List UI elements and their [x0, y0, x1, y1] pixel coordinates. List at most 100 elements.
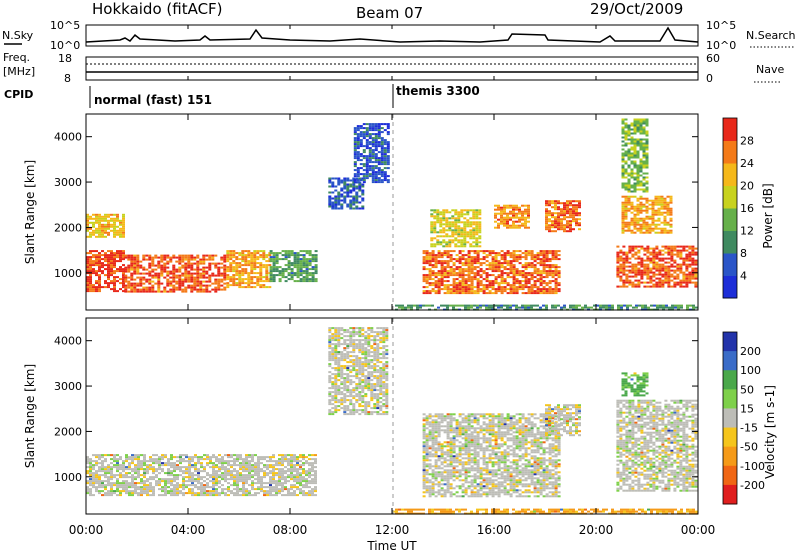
power-echo-cell: [178, 260, 182, 263]
power-echo-cell: [356, 143, 360, 146]
power-echo-cell: [229, 250, 233, 253]
power-echo-cell: [554, 278, 558, 281]
velocity-echo-cell: [206, 454, 209, 457]
power-echo-cell: [679, 253, 683, 256]
power-echo-cell: [655, 285, 659, 288]
power-echo-cell: [244, 270, 248, 273]
power-echo-cell: [557, 282, 561, 285]
power-echo-cell: [470, 260, 474, 263]
velocity-echo-cell: [233, 492, 236, 495]
velocity-echo-cell: [224, 480, 227, 483]
power-echo-cell: [521, 284, 525, 287]
power-echo-cell: [380, 175, 384, 178]
power-echo-cell: [640, 275, 644, 278]
power-echo-cell: [281, 258, 285, 261]
power-echo-cell: [247, 278, 251, 281]
power-echo-cell: [658, 251, 662, 254]
power-echo-cell: [621, 182, 625, 185]
power-echo-cell: [377, 137, 381, 140]
velocity-echo-cell: [260, 482, 263, 485]
power-echo-cell: [619, 277, 623, 280]
velocity-echo-cell: [146, 460, 149, 463]
power-echo-cell: [305, 268, 309, 271]
velocity-echo-cell: [293, 480, 296, 483]
velocity-echo-cell: [143, 458, 146, 461]
power-echo-cell: [116, 233, 119, 236]
power-echo-cell: [548, 214, 551, 217]
velocity-echo-cell: [104, 454, 107, 457]
power-echo-cell: [648, 225, 652, 228]
power-echo-cell: [275, 256, 279, 259]
power-echo-cell: [361, 197, 365, 200]
power-echo-cell: [343, 197, 347, 200]
power-echo-cell: [464, 288, 468, 291]
power-echo-cell: [478, 237, 482, 240]
power-echo-cell: [643, 267, 647, 270]
power-echo-cell: [533, 280, 537, 283]
power-echo-cell: [220, 274, 224, 277]
power-echo-cell: [175, 288, 179, 291]
velocity-echo-cell: [278, 474, 281, 477]
velocity-echo-cell: [98, 468, 101, 471]
velocity-echo-cell: [218, 492, 221, 495]
power-echo-cell: [175, 282, 179, 285]
power-echo-cell: [640, 281, 644, 284]
power-echo-cell: [652, 285, 656, 288]
power-echo-cell: [436, 213, 440, 216]
power-echo-cell: [452, 250, 456, 253]
power-echo-cell: [639, 142, 643, 145]
velocity-echo-cell: [221, 484, 224, 487]
power-echo-cell: [654, 199, 658, 202]
power-echo-cell: [645, 124, 649, 127]
power-echo-cell: [554, 226, 557, 229]
power-echo-cell: [680, 306, 683, 309]
power-echo-cell: [434, 272, 438, 275]
power-echo-cell: [92, 264, 95, 267]
power-echo-cell: [425, 254, 429, 257]
power-echo-cell: [557, 226, 560, 229]
power-echo-cell: [223, 286, 227, 289]
power-echo-cell: [428, 292, 432, 295]
power-echo-cell: [551, 304, 554, 307]
power-echo-cell: [119, 258, 122, 261]
power-echo-cell: [682, 285, 686, 288]
power-echo-cell: [359, 153, 363, 156]
power-echo-cell: [633, 162, 637, 165]
power-echo-cell: [649, 285, 653, 288]
velocity-echo-cell: [218, 480, 221, 483]
velocity-echo-cell: [158, 480, 161, 483]
power-echo-cell: [208, 276, 212, 279]
power-echo-cell: [229, 266, 233, 269]
velocity-echo-cell: [239, 494, 242, 497]
power-echo-cell: [451, 209, 455, 212]
power-echo-cell: [491, 266, 495, 269]
power-echo-cell: [275, 258, 279, 261]
velocity-echo-cell: [269, 456, 272, 459]
velocity-echo-cell: [164, 484, 167, 487]
power-echo-cell: [145, 286, 149, 289]
velocity-echo-cell: [254, 492, 257, 495]
power-echo-cell: [314, 278, 318, 281]
power-echo-cell: [651, 227, 655, 230]
power-echo-cell: [464, 260, 468, 263]
power-echo-cell: [636, 223, 640, 226]
power-echo-cell: [630, 170, 634, 173]
power-echo-cell: [430, 221, 434, 224]
power-echo-cell: [428, 256, 432, 259]
velocity-echo-cell: [119, 490, 122, 493]
power-echo-cell: [223, 278, 227, 281]
power-echo-cell: [92, 288, 95, 291]
power-echo-cell: [136, 268, 140, 271]
power-echo-cell: [463, 221, 467, 224]
power-echo-cell: [452, 262, 456, 265]
power-echo-cell: [374, 139, 378, 142]
velocity-echo-cell: [245, 476, 248, 479]
power-echo-cell: [428, 258, 432, 261]
velocity-echo-cell: [206, 494, 209, 497]
power-echo-cell: [232, 254, 236, 257]
power-echo-cell: [275, 268, 279, 271]
power-echo-cell: [630, 221, 634, 224]
velocity-echo-cell: [203, 458, 206, 461]
power-echo-cell: [642, 184, 646, 187]
velocity-echo-cell: [197, 478, 200, 481]
